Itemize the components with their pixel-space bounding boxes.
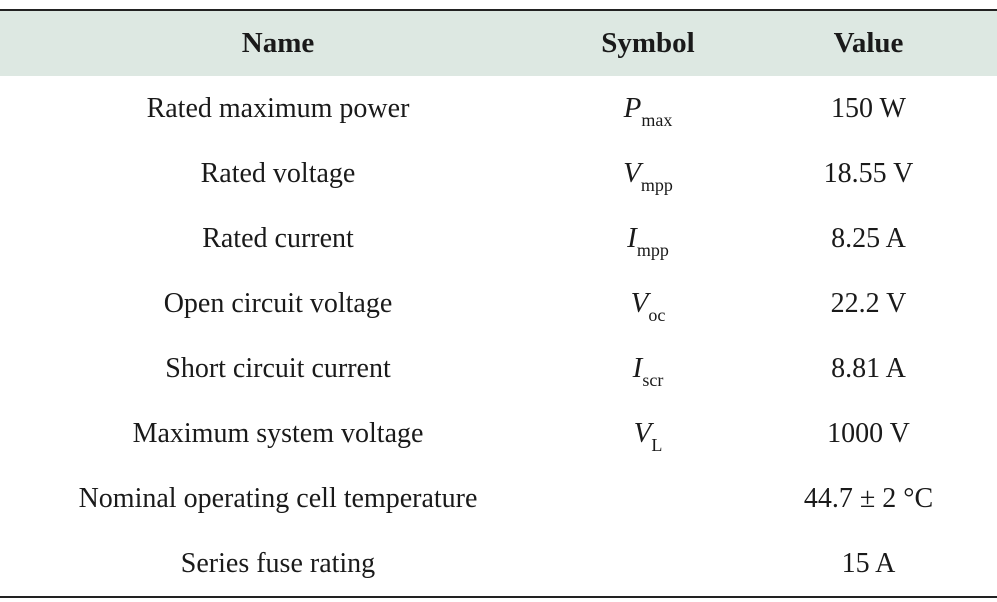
table-row: Nominal operating cell temperature 44.7 ±… (0, 466, 997, 531)
name-cell: Open circuit voltage (163, 287, 393, 319)
header-row: Name Symbol Value (0, 10, 997, 76)
symbol-base: P (623, 92, 642, 124)
table-body: Rated maximum power Pmax 150 W Rated voltag… (0, 76, 997, 597)
symbol-cell (556, 531, 740, 597)
symbol-subscript: L (651, 435, 663, 455)
table-row: Open circuit voltage Voc 22.2 V (0, 271, 997, 336)
name-cell: Nominal operating cell temperature (78, 482, 478, 514)
name-cell: Maximum system voltage (132, 417, 424, 449)
name-cell: Rated current (202, 222, 354, 254)
header-cell: Value (740, 10, 997, 76)
value-cell: 15 A (841, 547, 896, 579)
symbol-base: I (632, 352, 643, 384)
table-row: Series fuse rating 15 A (0, 531, 997, 597)
symbol-subscript: oc (648, 305, 666, 325)
table-head: Name Symbol Value (0, 10, 997, 76)
value-cell: 44.7 ± 2 °C (803, 482, 934, 514)
symbol-subscript: mpp (640, 175, 673, 195)
symbol-subscript: max (641, 110, 673, 130)
symbol-base: V (630, 287, 649, 319)
symbol-cell: Pmax (556, 76, 740, 141)
symbol-subscript: mpp (636, 240, 669, 260)
table-row: Short circuit current Iscr 8.81 A (0, 336, 997, 401)
symbol-base: V (623, 157, 641, 189)
symbol-cell: Iscr (556, 336, 740, 401)
symbol-cell: Impp (556, 206, 740, 271)
name-cell: Rated maximum power (146, 92, 410, 124)
name-cell: Short circuit current (165, 352, 391, 384)
table-wrap: Name Symbol Value Rated maximum power Pma… (0, 9, 997, 598)
symbol-cell (556, 466, 740, 531)
symbol-base: I (627, 222, 637, 254)
name-cell: Series fuse rating (180, 547, 376, 579)
table-row: Rated voltage Vmpp 18.55 V (0, 141, 997, 206)
symbol-cell: Voc (556, 271, 740, 336)
symbol-subscript: scr (642, 370, 664, 390)
symbol-base: V (633, 417, 652, 449)
value-cell: 8.25 A (831, 222, 906, 254)
table-row: Rated current Impp 8.25 A (0, 206, 997, 271)
value-cell: 22.2 V (830, 287, 907, 319)
header-cell: Name (0, 10, 556, 76)
header-cell: Symbol (556, 10, 740, 76)
symbol-cell: VL (556, 401, 740, 466)
value-cell: 18.55 V (823, 157, 914, 189)
name-cell: Rated voltage (200, 157, 356, 189)
table-row: Rated maximum power Pmax 150 W (0, 76, 997, 141)
parameter-table: Name Symbol Value Rated maximum power Pma… (0, 9, 997, 598)
symbol-cell: Vmpp (556, 141, 740, 206)
value-cell: 8.81 A (831, 352, 906, 384)
value-cell: 1000 V (827, 417, 910, 449)
value-cell: 150 W (831, 92, 906, 124)
table-row: Maximum system voltage VL 1000 V (0, 401, 997, 466)
